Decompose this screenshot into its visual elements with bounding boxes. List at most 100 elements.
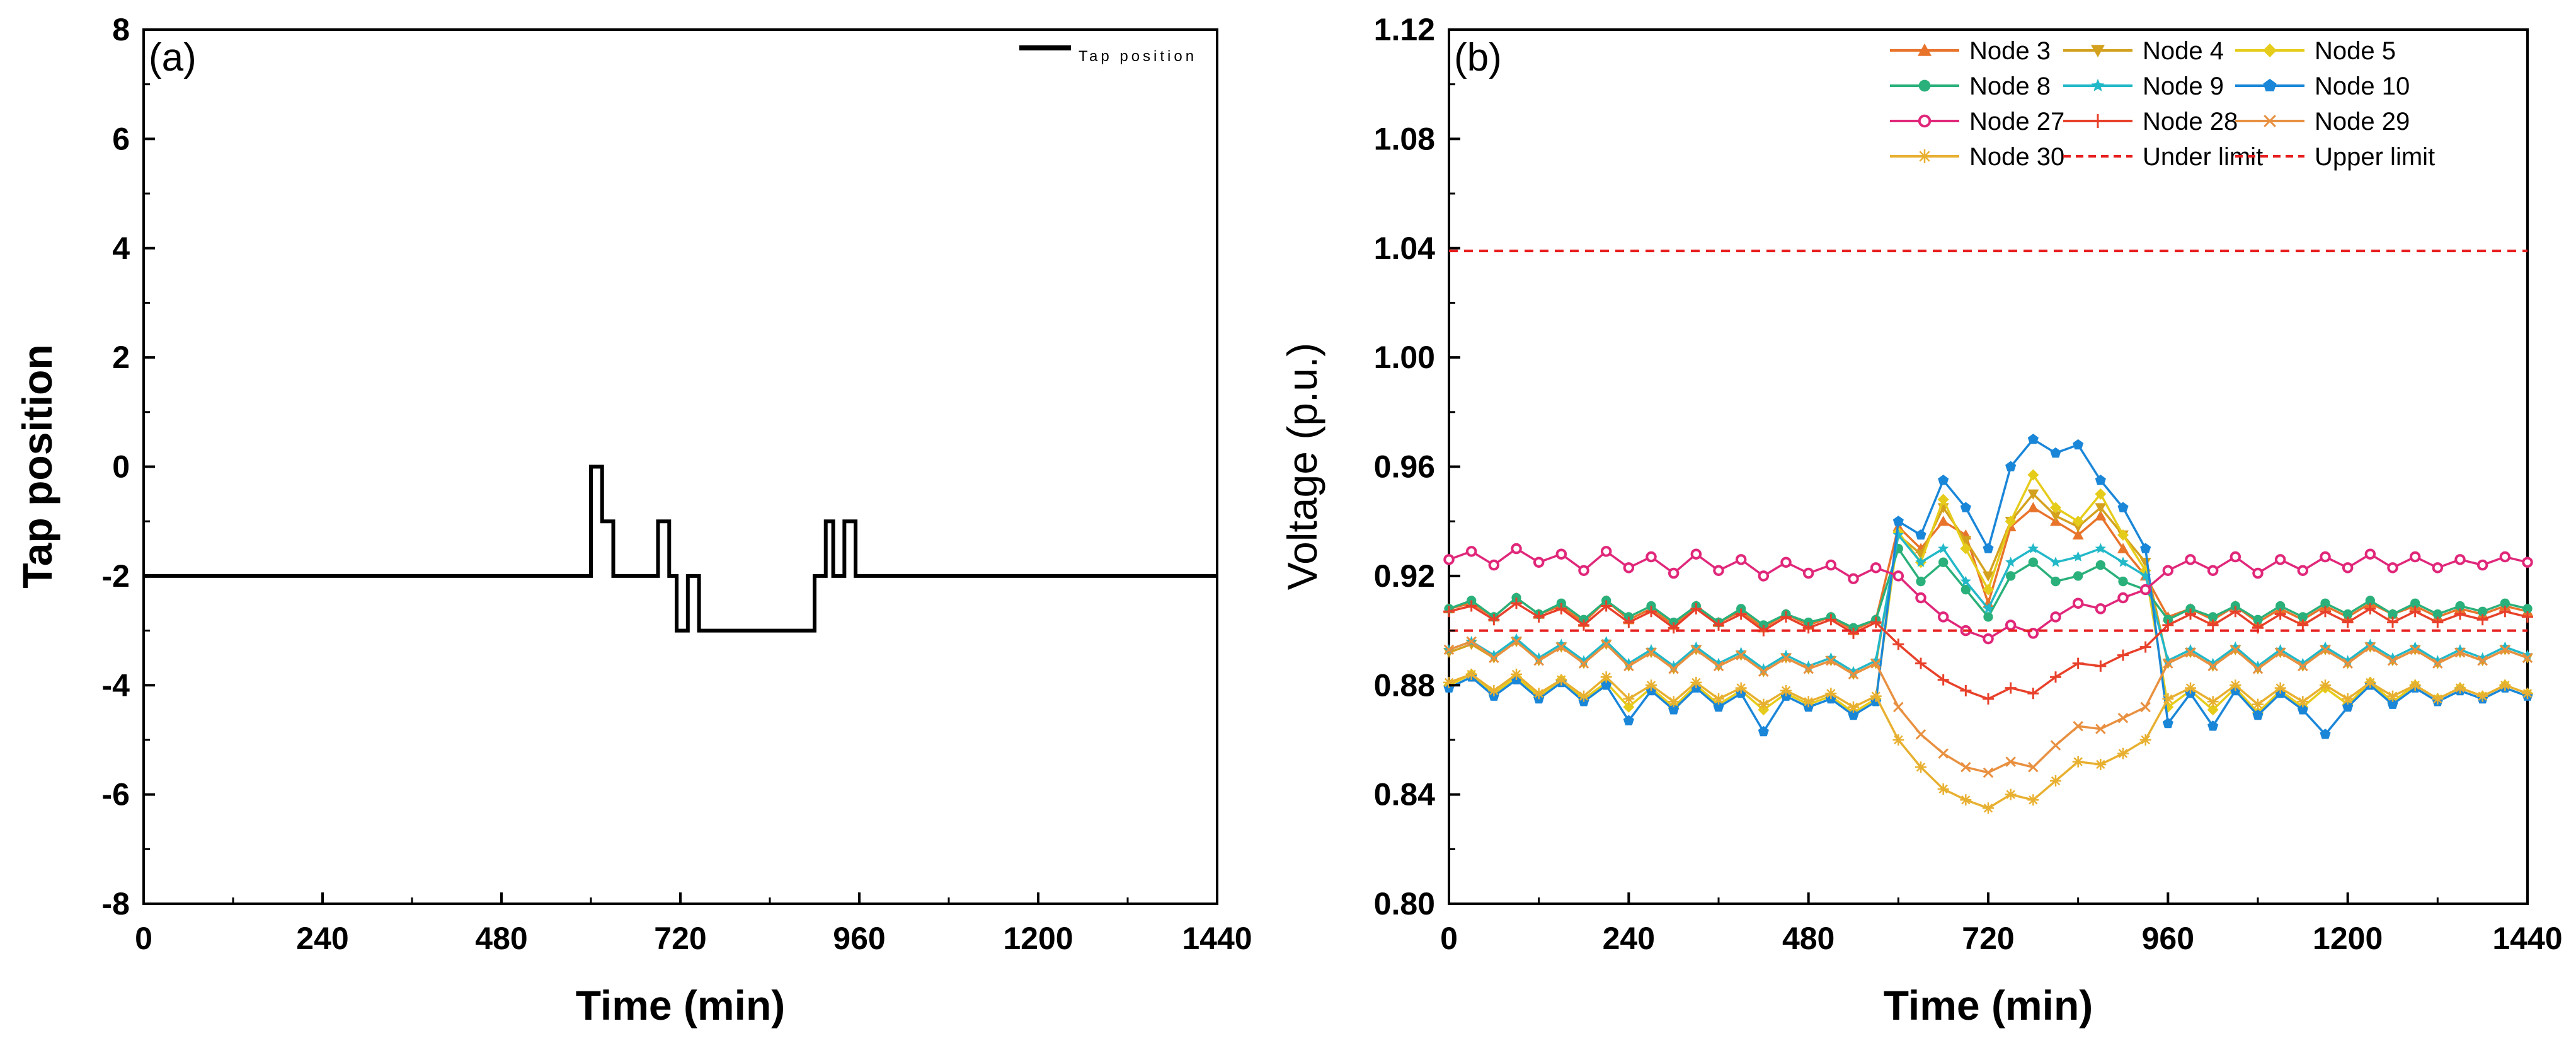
data-point-marker — [2091, 79, 2105, 91]
data-point-marker — [1488, 684, 1500, 696]
data-point-marker — [2320, 606, 2331, 618]
panel-b-legend: Node 3 Node 4 Node 5 Node 8 Node 9 Node 10 Nod… — [1890, 37, 2435, 171]
data-point-marker — [2432, 609, 2442, 620]
data-point-marker — [2117, 502, 2129, 512]
data-point-marker — [1983, 612, 1993, 622]
legend-label-node-28: Node 28 — [2143, 108, 2238, 136]
panel-b-x-tick-label: 720 — [1962, 921, 2014, 956]
panel-b-y-tick-label: 0.84 — [1374, 777, 1436, 812]
data-point-marker — [1983, 693, 1994, 705]
data-point-marker — [2095, 603, 2107, 614]
data-point-marker — [1983, 584, 1994, 596]
data-point-marker — [2454, 643, 2466, 655]
data-point-marker — [1623, 562, 1635, 574]
data-point-marker — [1892, 516, 1904, 526]
data-point-marker — [2117, 712, 2129, 724]
data-point-marker — [2139, 558, 2151, 568]
data-point-marker — [2185, 682, 2196, 694]
panel-b-y-tick-label: 0.88 — [1374, 667, 1435, 703]
panel-a-y-tick-label: 8 — [112, 12, 130, 47]
data-point-marker — [2027, 469, 2039, 481]
data-point-marker — [1533, 611, 1545, 623]
data-point-marker — [2027, 794, 2039, 806]
panel-a-x-tick-label: 480 — [475, 921, 527, 956]
panel-a-label: (a) — [149, 36, 197, 79]
data-point-marker — [2364, 676, 2376, 688]
data-point-marker — [2522, 604, 2533, 614]
data-point-marker — [2365, 642, 2376, 652]
data-point-marker — [1960, 684, 1972, 696]
data-point-marker — [1960, 575, 1971, 586]
data-point-marker — [2263, 79, 2277, 91]
data-point-marker — [1915, 761, 1926, 773]
data-point-marker — [1870, 562, 1882, 574]
data-point-marker — [2478, 606, 2488, 616]
data-point-marker — [2051, 576, 2061, 587]
data-point-marker — [1555, 638, 1567, 649]
data-point-marker — [2476, 614, 2488, 626]
data-point-marker — [1758, 666, 1769, 677]
data-point-marker — [2050, 740, 2061, 751]
data-point-marker — [1736, 650, 1746, 660]
data-point-marker — [2162, 717, 2173, 729]
data-point-marker — [2050, 556, 2061, 567]
data-point-marker — [1646, 606, 1657, 618]
data-point-marker — [1758, 725, 1769, 737]
data-point-marker — [1892, 638, 1904, 650]
data-point-marker — [1916, 576, 1926, 587]
data-point-marker — [2387, 698, 2398, 709]
data-point-marker — [2140, 543, 2151, 553]
data-point-marker — [1780, 556, 1792, 568]
data-point-marker — [1600, 671, 1612, 683]
data-point-marker — [1780, 611, 1792, 623]
data-point-marker — [2050, 511, 2061, 522]
legend-label-node-29: Node 29 — [2315, 108, 2410, 136]
data-point-marker — [2139, 734, 2151, 746]
data-point-marker — [1713, 660, 1724, 672]
data-point-marker — [2388, 609, 2398, 620]
data-point-marker — [1600, 546, 1612, 557]
series-line-tap-position — [144, 464, 1217, 633]
data-point-marker — [1983, 802, 1994, 814]
data-point-marker — [2140, 701, 2151, 713]
data-point-marker — [1443, 648, 1455, 659]
data-point-marker — [2409, 551, 2421, 563]
data-point-marker — [2091, 45, 2105, 57]
data-point-marker — [1555, 603, 1567, 614]
data-point-marker — [2027, 543, 2039, 553]
data-point-marker — [2230, 644, 2241, 655]
data-point-marker — [1938, 748, 1949, 759]
data-point-marker — [2005, 756, 2016, 767]
data-point-marker — [1511, 636, 1522, 647]
panel-b-y-tick-label: 1.04 — [1374, 231, 1436, 266]
panel-a-axis-layer: 0 240 480 720 960 1200 1440 -8 -6 -4 -2 0 2 4 6 8 — [102, 12, 1252, 956]
data-point-marker — [1915, 657, 1926, 669]
panel-b-x-tick-label: 1440 — [2492, 921, 2562, 956]
data-point-marker — [2028, 557, 2038, 567]
data-point-marker — [2320, 598, 2330, 608]
data-point-marker — [1960, 794, 1972, 806]
panel-a-series-layer — [144, 464, 1217, 633]
data-point-marker — [2005, 682, 2017, 694]
data-point-marker — [1937, 516, 1949, 526]
data-point-marker — [1848, 669, 1859, 680]
data-point-marker — [1893, 701, 1904, 713]
data-point-marker — [1870, 690, 1882, 702]
data-point-marker — [1938, 475, 1949, 485]
legend-label-upper-limit: Upper limit — [2315, 143, 2435, 171]
data-point-marker — [2207, 619, 2219, 631]
legend-label-node-8: Node 8 — [1969, 72, 2051, 100]
panel-b-series-layer — [1443, 250, 2533, 814]
data-point-marker — [2320, 551, 2331, 563]
data-point-marker — [2500, 598, 2510, 608]
data-point-marker — [2117, 747, 2129, 759]
data-point-marker — [1780, 652, 1792, 664]
panel-a-y-tick-label: 6 — [112, 121, 130, 156]
data-point-marker — [1915, 592, 1926, 604]
data-point-marker — [2476, 559, 2488, 571]
data-point-marker — [1668, 704, 1680, 715]
data-point-marker — [2409, 679, 2421, 691]
panel-a-x-tick-label: 240 — [296, 921, 348, 956]
data-point-marker — [2499, 606, 2511, 618]
data-point-marker — [1623, 616, 1635, 628]
